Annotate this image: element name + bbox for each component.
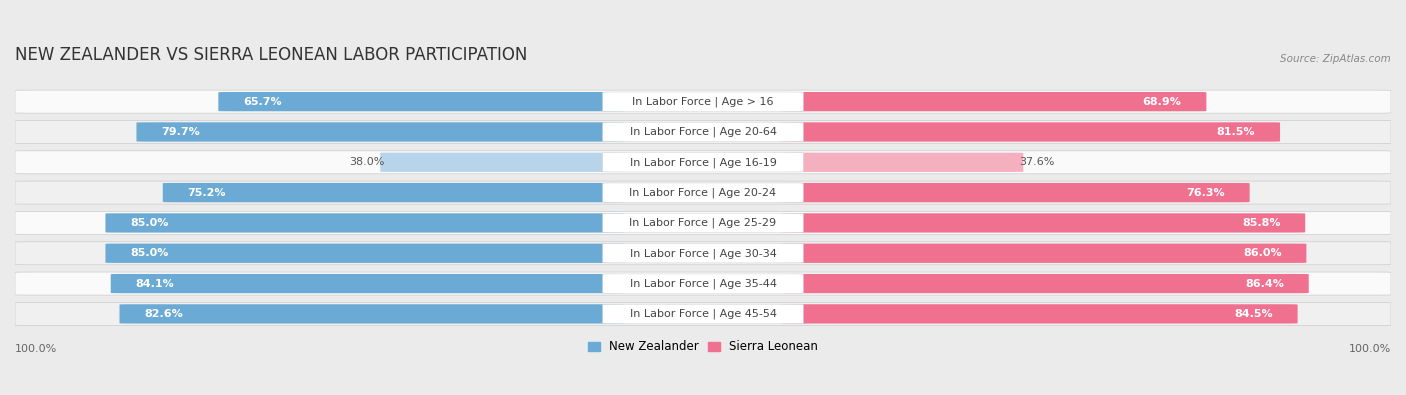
Text: Source: ZipAtlas.com: Source: ZipAtlas.com (1281, 55, 1391, 64)
Text: NEW ZEALANDER VS SIERRA LEONEAN LABOR PARTICIPATION: NEW ZEALANDER VS SIERRA LEONEAN LABOR PA… (15, 46, 527, 64)
FancyBboxPatch shape (105, 244, 624, 263)
FancyBboxPatch shape (603, 213, 803, 233)
Text: In Labor Force | Age 30-34: In Labor Force | Age 30-34 (630, 248, 776, 258)
Text: 79.7%: 79.7% (162, 127, 200, 137)
FancyBboxPatch shape (782, 92, 1206, 111)
FancyBboxPatch shape (603, 244, 803, 263)
FancyBboxPatch shape (782, 244, 1306, 263)
FancyBboxPatch shape (782, 274, 1309, 293)
FancyBboxPatch shape (381, 152, 624, 172)
FancyBboxPatch shape (603, 183, 803, 202)
FancyBboxPatch shape (218, 92, 624, 111)
Text: 37.6%: 37.6% (1019, 157, 1054, 167)
Text: 85.0%: 85.0% (131, 248, 169, 258)
FancyBboxPatch shape (15, 120, 1391, 143)
FancyBboxPatch shape (111, 274, 624, 293)
Text: 86.0%: 86.0% (1243, 248, 1282, 258)
Text: 82.6%: 82.6% (145, 309, 183, 319)
FancyBboxPatch shape (15, 303, 1391, 325)
Text: 100.0%: 100.0% (15, 344, 58, 354)
FancyBboxPatch shape (15, 242, 1391, 265)
FancyBboxPatch shape (15, 211, 1391, 235)
FancyBboxPatch shape (603, 122, 803, 142)
Text: 38.0%: 38.0% (349, 157, 384, 167)
FancyBboxPatch shape (15, 90, 1391, 113)
Legend: New Zealander, Sierra Leonean: New Zealander, Sierra Leonean (583, 335, 823, 358)
FancyBboxPatch shape (603, 274, 803, 293)
FancyBboxPatch shape (603, 152, 803, 172)
FancyBboxPatch shape (15, 151, 1391, 174)
Text: In Labor Force | Age 35-44: In Labor Force | Age 35-44 (630, 278, 776, 289)
Text: In Labor Force | Age 25-29: In Labor Force | Age 25-29 (630, 218, 776, 228)
FancyBboxPatch shape (136, 122, 624, 142)
Text: 75.2%: 75.2% (187, 188, 226, 198)
Text: 86.4%: 86.4% (1246, 278, 1284, 289)
Text: In Labor Force | Age 20-24: In Labor Force | Age 20-24 (630, 187, 776, 198)
FancyBboxPatch shape (603, 92, 803, 111)
Text: 84.1%: 84.1% (135, 278, 174, 289)
Text: 100.0%: 100.0% (1348, 344, 1391, 354)
Text: 76.3%: 76.3% (1187, 188, 1225, 198)
Text: In Labor Force | Age > 16: In Labor Force | Age > 16 (633, 96, 773, 107)
FancyBboxPatch shape (105, 213, 624, 233)
FancyBboxPatch shape (163, 183, 624, 202)
FancyBboxPatch shape (603, 304, 803, 324)
FancyBboxPatch shape (15, 181, 1391, 204)
FancyBboxPatch shape (782, 304, 1298, 324)
Text: 85.8%: 85.8% (1241, 218, 1281, 228)
Text: In Labor Force | Age 16-19: In Labor Force | Age 16-19 (630, 157, 776, 167)
Text: In Labor Force | Age 45-54: In Labor Force | Age 45-54 (630, 308, 776, 319)
Text: In Labor Force | Age 20-64: In Labor Force | Age 20-64 (630, 127, 776, 137)
FancyBboxPatch shape (15, 272, 1391, 295)
FancyBboxPatch shape (782, 183, 1250, 202)
FancyBboxPatch shape (782, 152, 1024, 172)
Text: 85.0%: 85.0% (131, 218, 169, 228)
FancyBboxPatch shape (782, 213, 1305, 233)
Text: 84.5%: 84.5% (1234, 309, 1272, 319)
FancyBboxPatch shape (120, 304, 624, 324)
Text: 65.7%: 65.7% (243, 97, 281, 107)
Text: 81.5%: 81.5% (1216, 127, 1256, 137)
Text: 68.9%: 68.9% (1143, 97, 1181, 107)
FancyBboxPatch shape (782, 122, 1279, 142)
